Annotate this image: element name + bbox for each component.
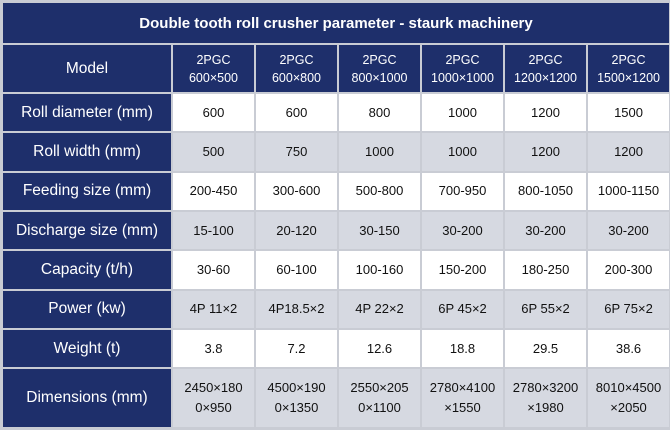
row-label-power: Power (kw)	[3, 290, 171, 328]
table-cell: 3.8	[173, 330, 254, 368]
table-cell: 1500	[588, 93, 670, 132]
dimension-line: 0×950	[195, 400, 232, 416]
table-cell: 15-100	[173, 211, 254, 250]
model-size: 1000×1000	[431, 70, 494, 85]
table-row: Roll diameter (mm) 600 600 800 1000 1200…	[3, 93, 670, 132]
table-cell: 2450×180 0×950	[173, 369, 254, 427]
table-cell: 800-1050	[505, 172, 586, 210]
table-cell: 1000	[422, 133, 503, 171]
table-row: Power (kw) 4P 11×2 4P18.5×2 4P 22×2 6P 4…	[3, 290, 670, 328]
table-row: Dimensions (mm) 2450×180 0×950 4500×190 0×…	[3, 369, 670, 427]
table-cell: 6P 75×2	[588, 290, 670, 328]
table-cell: 800	[339, 93, 420, 132]
row-label-feeding-size: Feeding size (mm)	[3, 172, 171, 210]
table-cell: 18.8	[422, 330, 503, 368]
table-cell: 150-200	[422, 251, 503, 289]
table-cell: 2550×205 0×1100	[339, 369, 420, 427]
row-label-weight: Weight (t)	[3, 330, 171, 368]
table-cell: 12.6	[339, 330, 420, 368]
model-name: 2PGC	[528, 52, 563, 67]
dimension-line: 2450×180	[184, 380, 243, 396]
table-cell: 1000-1150	[588, 172, 670, 210]
table-cell: 500-800	[339, 172, 420, 210]
table-cell: 300-600	[256, 172, 337, 210]
table-cell: 180-250	[505, 251, 586, 289]
table-cell: 30-60	[173, 251, 254, 289]
table-cell: 30-200	[505, 211, 586, 250]
table-row: Discharge size (mm) 15-100 20-120 30-150…	[3, 211, 670, 250]
model-name: 2PGC	[362, 52, 397, 67]
table-title: Double tooth roll crusher parameter - st…	[3, 3, 670, 44]
model-header-cell: 2PGC 1000×1000	[422, 45, 503, 92]
table-cell: 6P 55×2	[505, 290, 586, 328]
dimension-line: 4500×190	[267, 380, 326, 396]
dimension-line: 0×1350	[274, 400, 319, 416]
model-size: 600×800	[271, 70, 321, 85]
table-cell: 30-200	[422, 211, 503, 250]
row-label-dimensions: Dimensions (mm)	[3, 369, 171, 427]
table-cell: 30-200	[588, 211, 670, 250]
model-name: 2PGC	[279, 52, 314, 67]
table-cell: 1200	[505, 133, 586, 171]
table-row: Feeding size (mm) 200-450 300-600 500-80…	[3, 172, 670, 210]
table-cell: 4500×190 0×1350	[256, 369, 337, 427]
model-header-cell: 2PGC 600×800	[256, 45, 337, 92]
table-row: Capacity (t/h) 30-60 60-100 100-160 150-…	[3, 251, 670, 289]
table-cell: 200-450	[173, 172, 254, 210]
table-cell: 38.6	[588, 330, 670, 368]
dimension-line: ×1980	[527, 400, 564, 416]
model-size: 1500×1200	[597, 70, 660, 85]
table-cell: 29.5	[505, 330, 586, 368]
table-cell: 20-120	[256, 211, 337, 250]
table-cell: 500	[173, 133, 254, 171]
table-cell: 1000	[339, 133, 420, 171]
table-cell: 60-100	[256, 251, 337, 289]
table-cell: 4P 11×2	[173, 290, 254, 328]
table-row: Weight (t) 3.8 7.2 12.6 18.8 29.5 38.6	[3, 330, 670, 368]
model-name: 2PGC	[611, 52, 646, 67]
model-name: 2PGC	[196, 52, 231, 67]
dimension-line: 8010×4500	[595, 380, 662, 396]
dimension-line: 0×1100	[358, 400, 401, 416]
table-cell: 1000	[422, 93, 503, 132]
model-header-cell: 2PGC 1200×1200	[505, 45, 586, 92]
table-cell: 600	[256, 93, 337, 132]
table-cell: 4P 22×2	[339, 290, 420, 328]
dimension-line: ×1550	[444, 400, 481, 416]
dimension-line: ×2050	[610, 400, 647, 416]
row-label-discharge-size: Discharge size (mm)	[3, 211, 171, 250]
model-name: 2PGC	[445, 52, 480, 67]
dimension-line: 2780×3200	[512, 380, 579, 396]
table-cell: 100-160	[339, 251, 420, 289]
row-label-roll-width: Roll width (mm)	[3, 133, 171, 171]
table-cell: 30-150	[339, 211, 420, 250]
model-header-cell: 2PGC 1500×1200	[588, 45, 670, 92]
table-cell: 1200	[588, 133, 670, 171]
table-cell: 4P18.5×2	[256, 290, 337, 328]
table-cell: 200-300	[588, 251, 670, 289]
table-cell: 600	[173, 93, 254, 132]
model-size: 800×1000	[351, 70, 408, 85]
table-row: Roll width (mm) 500 750 1000 1000 1200 1…	[3, 133, 670, 171]
table-cell: 1200	[505, 93, 586, 132]
table-cell: 7.2	[256, 330, 337, 368]
dimension-line: 2780×4100	[429, 380, 496, 396]
model-header-label: Model	[3, 45, 171, 92]
table-cell: 6P 45×2	[422, 290, 503, 328]
table-cell: 2780×3200 ×1980	[505, 369, 586, 427]
row-label-capacity: Capacity (t/h)	[3, 251, 171, 289]
row-label-roll-diameter: Roll diameter (mm)	[3, 93, 171, 132]
dimension-line: 2550×205	[350, 380, 409, 396]
table-cell: 8010×4500 ×2050	[588, 369, 670, 427]
model-header-cell: 2PGC 600×500	[173, 45, 254, 92]
model-header-cell: 2PGC 800×1000	[339, 45, 420, 92]
model-size: 600×500	[188, 70, 238, 85]
table-cell: 2780×4100 ×1550	[422, 369, 503, 427]
model-size: 1200×1200	[514, 70, 577, 85]
table-cell: 750	[256, 133, 337, 171]
table-cell: 700-950	[422, 172, 503, 210]
